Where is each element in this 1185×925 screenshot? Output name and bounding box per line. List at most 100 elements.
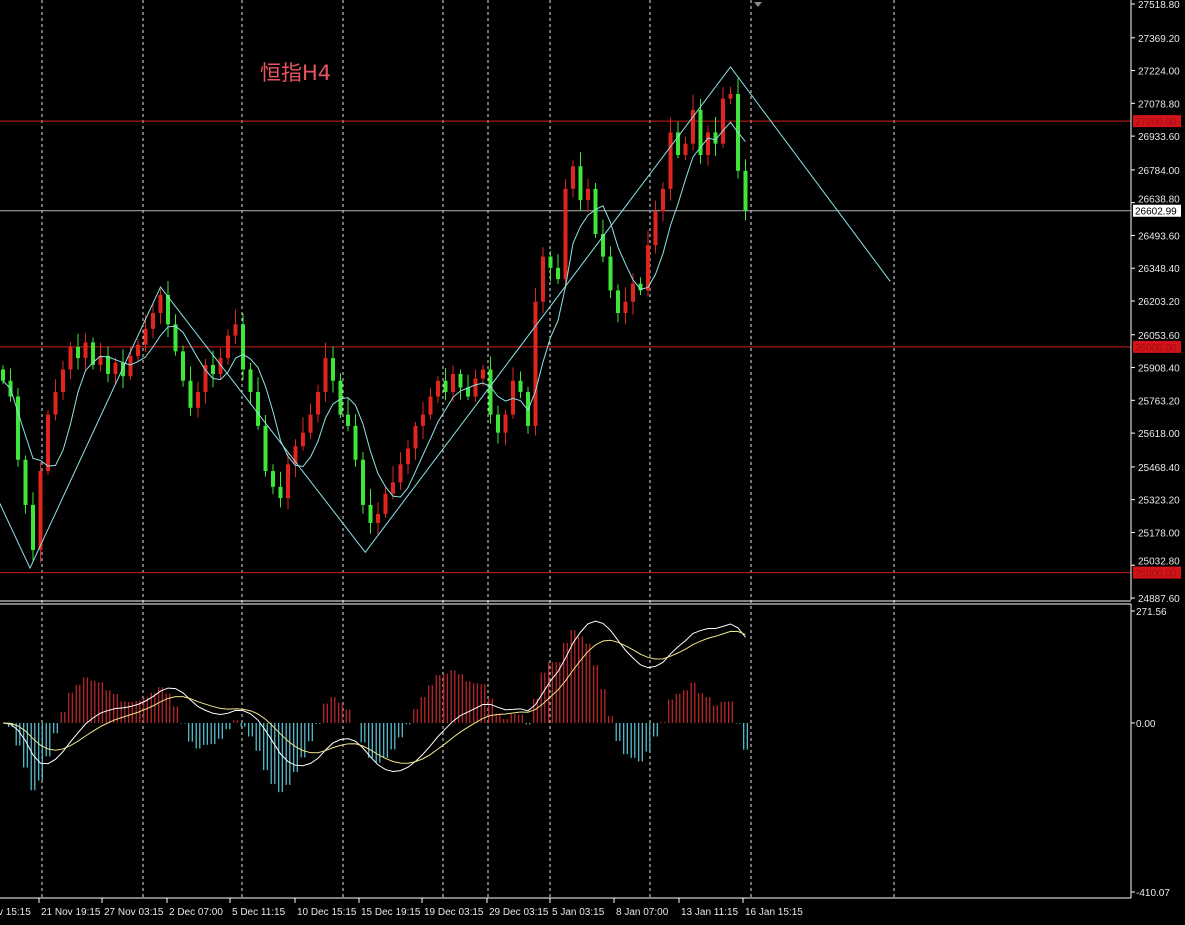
zigzag-line <box>0 66 891 570</box>
price-tick-label: 25763.20 <box>1138 396 1180 407</box>
candle-body <box>241 324 245 370</box>
candle-body <box>623 301 628 314</box>
candle-body <box>683 143 688 155</box>
price-tick-label: 27078.80 <box>1138 99 1180 110</box>
candle-body <box>533 301 538 426</box>
candle-body <box>511 380 515 415</box>
candle-body <box>286 464 290 499</box>
candle-body <box>226 335 230 359</box>
candle-body <box>248 369 253 393</box>
candle-body <box>398 464 403 483</box>
candle-body <box>436 380 440 397</box>
candle-body <box>406 448 410 465</box>
time-label: v 15:15 <box>0 907 31 918</box>
candle-body <box>601 233 605 257</box>
level-label-box <box>1133 566 1181 579</box>
candle-body <box>743 170 748 211</box>
candle-body <box>338 380 343 415</box>
candle-body <box>593 188 598 234</box>
candle-body <box>196 392 200 408</box>
time-label: 5 Dec 11:15 <box>232 907 286 918</box>
candle-body <box>488 369 493 415</box>
price-tick-label: 26203.20 <box>1138 297 1180 308</box>
candle-body <box>413 425 418 449</box>
price-tick-label: 26638.80 <box>1138 195 1180 206</box>
candle-body <box>361 459 365 505</box>
candle-body <box>668 132 673 189</box>
price-axis: 27518.80 27369.20 27224.00 27078.80 26933.60… <box>1131 0 1181 605</box>
scroll-marker-icon[interactable] <box>754 2 762 7</box>
candle-body <box>233 324 238 336</box>
candle-body <box>421 414 425 426</box>
candle-body <box>428 396 433 415</box>
time-label: 2 Dec 07:00 <box>169 907 223 918</box>
price-tick-label: 25323.20 <box>1138 496 1180 507</box>
candle-body <box>466 387 470 397</box>
price-tick-label: 26493.60 <box>1138 231 1180 242</box>
level-label: 26000.00 <box>1135 343 1177 354</box>
candle-body <box>38 471 43 551</box>
candle-body <box>713 132 718 144</box>
time-label: 19 Dec 03:15 <box>424 907 484 918</box>
candle-body <box>368 504 373 523</box>
candle-body <box>218 358 223 374</box>
candle-body <box>541 256 545 302</box>
candle-body <box>278 486 283 499</box>
candle-body <box>721 98 725 144</box>
time-label: 27 Nov 03:15 <box>104 907 164 918</box>
time-label: 16 Jan 15:15 <box>745 907 803 918</box>
candle-body <box>271 471 275 487</box>
indicator-axis: 271.56 0.00 -410.07 <box>1131 607 1170 899</box>
candle-body <box>301 432 305 447</box>
candle-body <box>728 94 733 99</box>
candle-body <box>698 109 703 155</box>
candle-body <box>503 414 508 433</box>
candle-body <box>91 342 95 365</box>
candle-body <box>616 290 620 314</box>
candle-body <box>158 294 163 314</box>
level-label: 25000.00 <box>1135 569 1177 580</box>
price-tick-label: 27224.00 <box>1138 67 1180 78</box>
candle-body <box>173 324 178 352</box>
price-tick-label: 25618.00 <box>1138 429 1180 440</box>
candle-body <box>83 342 88 359</box>
time-label: 5 Jan 03:15 <box>552 907 605 918</box>
candle-body <box>353 425 358 460</box>
price-tick-label: 24887.60 <box>1138 594 1180 605</box>
candle-body <box>203 364 208 393</box>
price-tick-label: 25908.40 <box>1138 364 1180 375</box>
candle-body <box>263 425 268 472</box>
time-label: 10 Dec 15:15 <box>297 907 357 918</box>
time-label: 15 Dec 19:15 <box>361 907 421 918</box>
candle-body <box>481 369 485 379</box>
candle-body <box>646 245 650 291</box>
candle-body <box>383 493 388 514</box>
candle-body <box>1 369 5 381</box>
candle-body <box>143 328 148 345</box>
price-tick-label: 27369.20 <box>1138 34 1180 45</box>
candle-body <box>188 380 193 408</box>
candle-body <box>166 294 170 325</box>
price-tick-label: 26784.00 <box>1138 166 1180 177</box>
candle-body <box>376 513 380 523</box>
candle-body <box>706 132 710 155</box>
time-label: 13 Jan 11:15 <box>681 907 739 918</box>
indicator-tick-label: 0.00 <box>1136 719 1156 730</box>
candle-body <box>638 283 643 291</box>
time-axis: v 15:15 21 Nov 19:15 27 Nov 03:15 2 Dec 07:… <box>0 898 803 918</box>
candle-body <box>128 355 133 377</box>
candle-body <box>578 166 583 201</box>
candle-body <box>53 392 58 415</box>
candle-body <box>151 313 155 329</box>
candle-body <box>346 414 350 426</box>
chart-title: 恒指H4 <box>260 61 331 85</box>
price-tick-label: 26053.60 <box>1138 331 1180 342</box>
price-tick-label: 26933.60 <box>1138 132 1180 143</box>
time-label: 29 Dec 03:15 <box>489 907 549 918</box>
candle-body <box>121 362 125 377</box>
candle-body <box>661 188 665 212</box>
candle-body <box>323 358 328 393</box>
candle-body <box>76 346 80 359</box>
